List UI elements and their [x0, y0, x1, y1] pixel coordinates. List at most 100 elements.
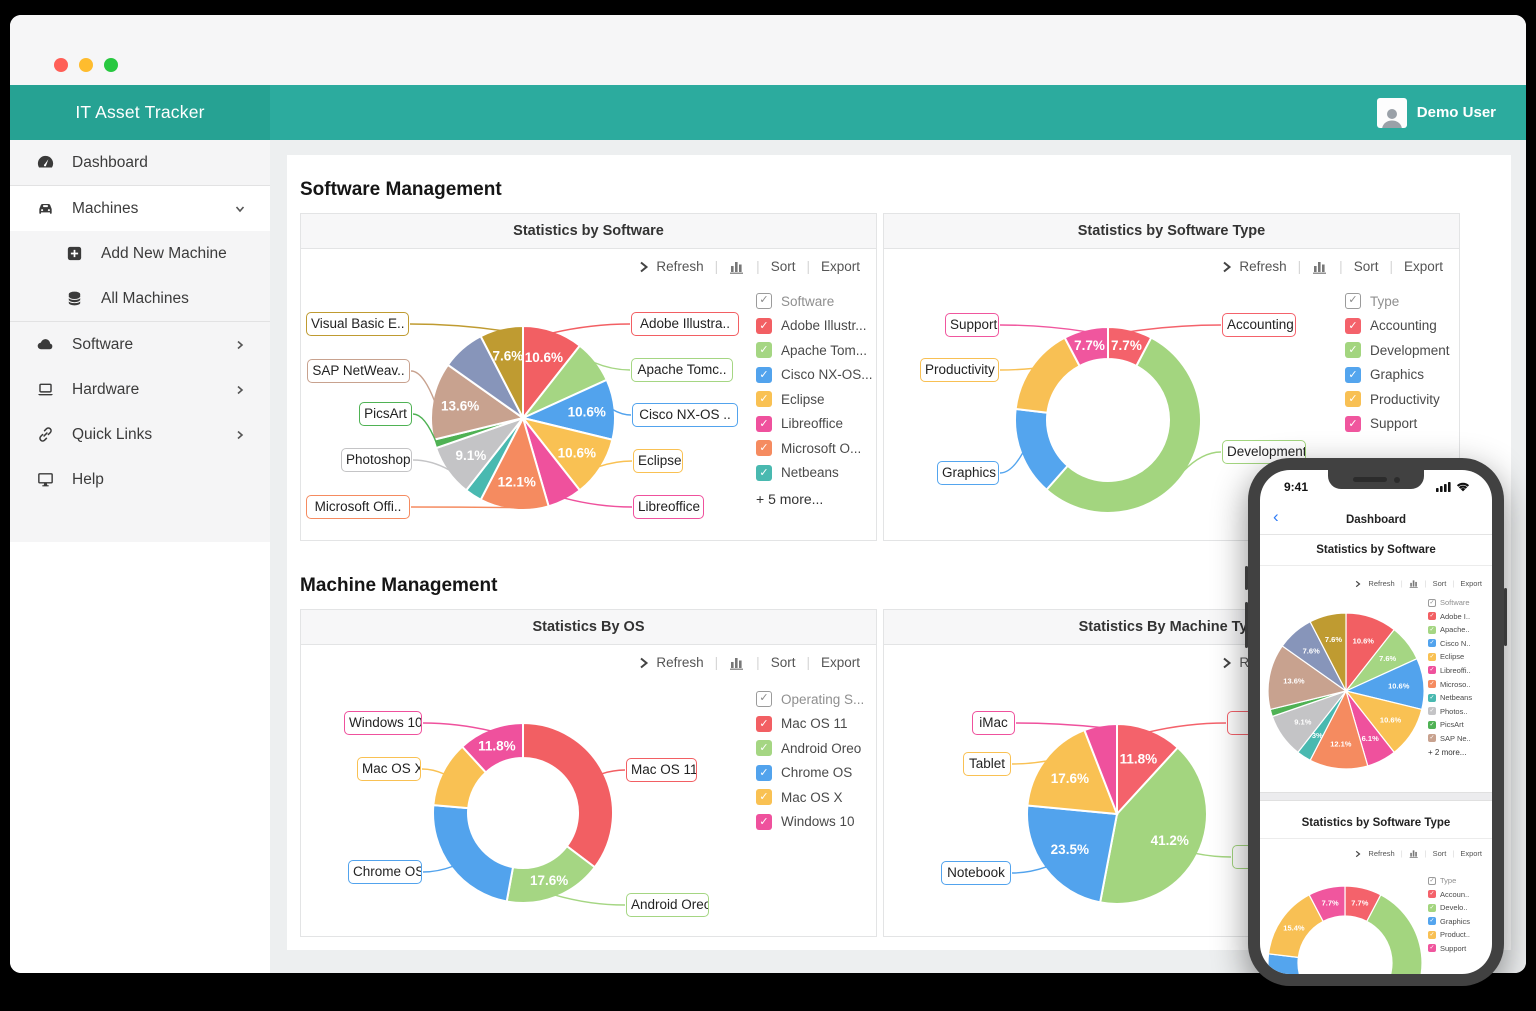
legend-more-link[interactable]: + 5 more...: [756, 491, 824, 507]
legend-checkbox-icon[interactable]: ✓: [1428, 652, 1436, 661]
sidebar-item-hardware[interactable]: Hardware: [10, 367, 270, 412]
legend-item[interactable]: ✓ Support: [1428, 944, 1470, 953]
legend-more-link[interactable]: + 2 more...: [1428, 747, 1467, 757]
export-button[interactable]: Export: [1403, 259, 1443, 274]
legend-item[interactable]: ✓ Graphics: [1345, 366, 1450, 383]
legend-item[interactable]: ✓ Operating S...: [756, 691, 864, 707]
sidebar-item-machines[interactable]: Machines: [10, 186, 270, 231]
sidebar-item-software[interactable]: Software: [10, 322, 270, 367]
legend-item[interactable]: ✓ Libreoffi..: [1428, 666, 1472, 675]
legend-item[interactable]: ✓ Accoun..: [1428, 890, 1470, 899]
legend-checkbox-icon[interactable]: ✓: [756, 740, 772, 756]
legend-checkbox-icon[interactable]: ✓: [756, 440, 772, 456]
legend-checkbox-icon[interactable]: ✓: [1428, 720, 1436, 729]
legend-item[interactable]: ✓ Software: [756, 293, 873, 309]
pie-slice[interactable]: [1267, 645, 1348, 711]
export-button[interactable]: Export: [1460, 849, 1482, 858]
legend-item[interactable]: ✓ Microso..: [1428, 680, 1472, 689]
sort-button[interactable]: Sort: [770, 259, 796, 274]
bar-chart-icon[interactable]: [1409, 579, 1419, 588]
legend-item[interactable]: ✓ Productivity: [1345, 391, 1450, 407]
legend-checkbox-icon[interactable]: ✓: [756, 293, 772, 309]
pie-slice[interactable]: [1308, 885, 1346, 923]
legend-checkbox-icon[interactable]: ✓: [1428, 707, 1436, 716]
legend-item[interactable]: ✓ Cisco N..: [1428, 639, 1472, 648]
export-button[interactable]: Export: [1460, 579, 1482, 588]
pie-slice[interactable]: [1294, 894, 1423, 974]
legend-item[interactable]: ✓ Develo..: [1428, 903, 1470, 912]
legend-item[interactable]: ✓ Android Oreo: [756, 740, 864, 756]
export-button[interactable]: Export: [820, 655, 860, 670]
legend-item[interactable]: ✓ Development: [1345, 342, 1450, 358]
legend-checkbox-icon[interactable]: ✓: [1345, 317, 1361, 334]
legend-checkbox-icon[interactable]: ✓: [1428, 917, 1436, 926]
legend-checkbox-icon[interactable]: ✓: [1345, 342, 1361, 358]
legend-item[interactable]: ✓ Libreoffice: [756, 415, 873, 432]
zoom-window-icon[interactable]: [104, 58, 118, 72]
legend-checkbox-icon[interactable]: ✓: [1345, 391, 1361, 407]
legend-item[interactable]: ✓ Graphics: [1428, 917, 1470, 926]
legend-item[interactable]: ✓ Accounting: [1345, 317, 1450, 334]
sort-button[interactable]: Sort: [770, 655, 796, 670]
close-window-icon[interactable]: [54, 58, 68, 72]
legend-checkbox-icon[interactable]: ✓: [756, 415, 772, 432]
legend-checkbox-icon[interactable]: ✓: [756, 342, 772, 358]
legend-checkbox-icon[interactable]: ✓: [1428, 680, 1436, 689]
legend-item[interactable]: ✓ Chrome OS: [756, 764, 864, 781]
legend-item[interactable]: ✓ Adobe I..: [1428, 612, 1472, 621]
pie-slice[interactable]: [479, 324, 524, 419]
pie-slice[interactable]: [432, 804, 515, 903]
pie-slice[interactable]: [1309, 689, 1369, 770]
legend-item[interactable]: ✓ Mac OS 11: [756, 715, 864, 732]
sidebar-item-help[interactable]: Help: [10, 457, 270, 502]
sidebar-item-quick-links[interactable]: Quick Links: [10, 412, 270, 457]
bar-chart-icon[interactable]: [729, 260, 745, 274]
pie-slice[interactable]: [479, 415, 550, 511]
legend-checkbox-icon[interactable]: ✓: [1428, 666, 1436, 675]
legend-checkbox-icon[interactable]: ✓: [1428, 876, 1436, 885]
legend-item[interactable]: ✓ Adobe Illustr...: [756, 317, 873, 334]
legend-item[interactable]: ✓ Support: [1345, 415, 1450, 432]
pie-slice[interactable]: [522, 721, 614, 869]
bar-chart-icon[interactable]: [729, 656, 745, 670]
legend-checkbox-icon[interactable]: ✓: [756, 715, 772, 732]
pie-slice[interactable]: [1083, 722, 1118, 815]
sidebar-item-dashboard[interactable]: Dashboard: [10, 140, 270, 185]
legend-checkbox-icon[interactable]: ✓: [756, 317, 772, 334]
sort-button[interactable]: Sort: [1353, 259, 1379, 274]
legend-checkbox-icon[interactable]: ✓: [1428, 890, 1436, 899]
legend-checkbox-icon[interactable]: ✓: [1428, 734, 1436, 743]
legend-checkbox-icon[interactable]: ✓: [1428, 930, 1436, 939]
legend-checkbox-icon[interactable]: ✓: [1345, 366, 1361, 383]
legend-checkbox-icon[interactable]: ✓: [756, 789, 772, 805]
back-chevron-icon[interactable]: ‹: [1273, 507, 1279, 526]
refresh-button[interactable]: Refresh: [1222, 259, 1287, 274]
legend-item[interactable]: ✓ Netbeans: [1428, 693, 1472, 702]
legend-checkbox-icon[interactable]: ✓: [756, 391, 772, 407]
legend-item[interactable]: ✓ Windows 10: [756, 813, 864, 830]
legend-checkbox-icon[interactable]: ✓: [1428, 639, 1436, 648]
pie-slice[interactable]: [1309, 612, 1347, 692]
legend-checkbox-icon[interactable]: ✓: [756, 691, 772, 707]
legend-item[interactable]: ✓ Eclipse: [1428, 652, 1472, 661]
legend-item[interactable]: ✓ Cisco NX-OS...: [756, 366, 873, 383]
legend-checkbox-icon[interactable]: ✓: [756, 813, 772, 830]
pie-slice[interactable]: [460, 721, 524, 774]
legend-checkbox-icon[interactable]: ✓: [756, 366, 772, 383]
legend-item[interactable]: ✓ Type: [1428, 876, 1470, 885]
legend-checkbox-icon[interactable]: ✓: [1428, 903, 1436, 912]
sidebar-item-all-machines[interactable]: All Machines: [10, 276, 270, 321]
legend-item[interactable]: ✓ Mac OS X: [756, 789, 864, 805]
legend-checkbox-icon[interactable]: ✓: [1428, 612, 1436, 621]
pie-slice[interactable]: [1063, 325, 1109, 368]
legend-checkbox-icon[interactable]: ✓: [1428, 693, 1436, 702]
legend-checkbox-icon[interactable]: ✓: [756, 464, 772, 481]
legend-item[interactable]: ✓ Software: [1428, 598, 1472, 607]
user-menu[interactable]: Demo User: [1376, 85, 1526, 140]
bar-chart-icon[interactable]: [1409, 849, 1419, 858]
legend-checkbox-icon[interactable]: ✓: [1428, 625, 1436, 634]
legend-checkbox-icon[interactable]: ✓: [1345, 293, 1361, 309]
legend-item[interactable]: ✓ PicsArt: [1428, 720, 1472, 729]
pie-slice[interactable]: [430, 363, 526, 441]
refresh-button[interactable]: Refresh: [1355, 849, 1395, 858]
